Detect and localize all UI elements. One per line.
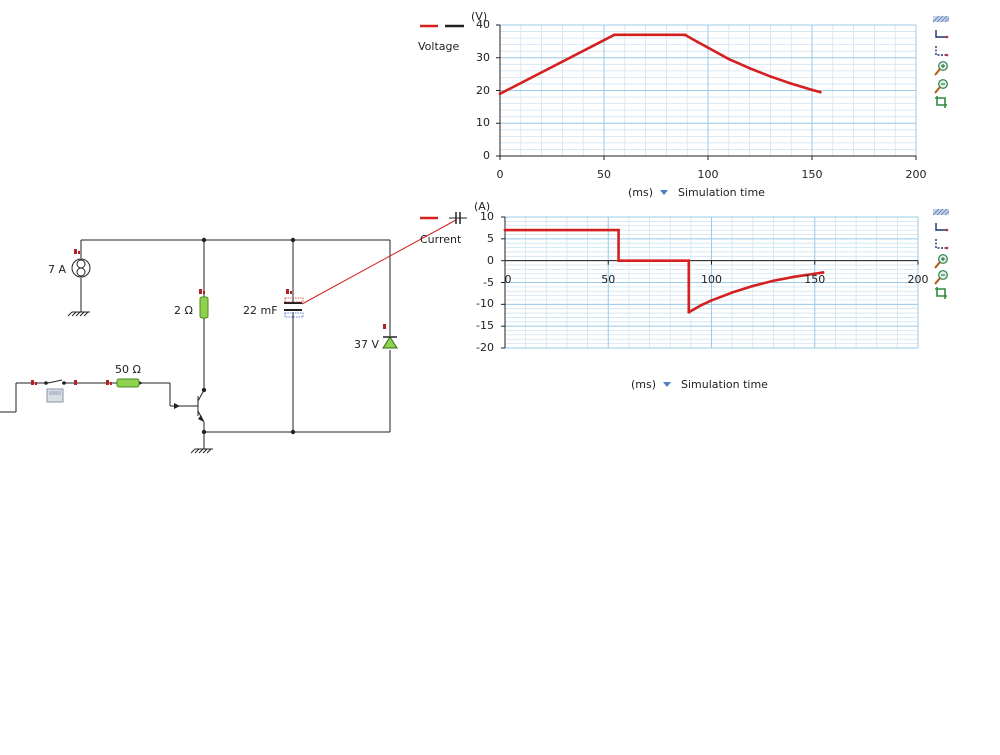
zoom-in-icon[interactable] bbox=[932, 253, 950, 269]
fit-view-icon[interactable] bbox=[932, 94, 950, 110]
y-tick-label: 5 bbox=[487, 231, 494, 245]
voltage-x-selector-arrow[interactable] bbox=[660, 190, 668, 195]
y-tick-label: -15 bbox=[476, 319, 494, 333]
x-tick-label: 50 bbox=[597, 168, 611, 181]
hatch-pattern-icon[interactable] bbox=[932, 207, 950, 223]
current-legend[interactable]: Current bbox=[418, 210, 468, 246]
y-tick-label: -5 bbox=[483, 275, 494, 289]
voltage-chart-toolbar bbox=[932, 14, 952, 110]
x-tick-label: 150 bbox=[801, 168, 823, 181]
hatch-pattern-icon[interactable] bbox=[932, 14, 950, 30]
voltage-legend-label: Voltage bbox=[418, 40, 460, 53]
x-tick-label: 0 bbox=[496, 168, 504, 181]
step-plot-icon[interactable] bbox=[932, 221, 950, 237]
zoom-in-icon[interactable] bbox=[932, 60, 950, 76]
y-tick-label: 0 bbox=[487, 253, 494, 267]
y-tick-label: 30 bbox=[476, 50, 490, 64]
step-plot-dashed-icon[interactable] bbox=[932, 237, 950, 253]
voltage-x-unit: (ms) bbox=[628, 186, 654, 199]
y-tick-label: 0 bbox=[483, 149, 490, 162]
x-tick-label: 200 bbox=[905, 168, 927, 181]
step-plot-icon[interactable] bbox=[932, 28, 950, 44]
current-y-unit: (A) bbox=[474, 200, 491, 213]
x-tick-label: 50 bbox=[601, 273, 616, 286]
y-tick-label: 10 bbox=[480, 210, 494, 223]
y-tick-label: -20 bbox=[476, 341, 494, 354]
x-tick-label: 200 bbox=[907, 273, 929, 286]
voltage-x-selector[interactable]: Simulation time bbox=[678, 186, 765, 199]
current-source-label: 7 A bbox=[48, 263, 67, 276]
capacitor-label: 22 mF bbox=[243, 304, 278, 317]
y-tick-label: 40 bbox=[476, 18, 490, 31]
zoom-out-icon[interactable] bbox=[932, 269, 950, 285]
x-tick-label: 100 bbox=[701, 273, 722, 286]
y-tick-label: 10 bbox=[476, 116, 490, 130]
resistor-2ohm-label: 2 Ω bbox=[174, 304, 193, 317]
zoom-out-icon[interactable] bbox=[932, 78, 950, 94]
current-chart-toolbar bbox=[932, 207, 952, 303]
resistor-50ohm-label: 50 Ω bbox=[115, 363, 141, 376]
current-x-selector[interactable]: Simulation time bbox=[681, 378, 768, 391]
step-plot-dashed-icon[interactable] bbox=[932, 44, 950, 60]
x-tick-label: 0 bbox=[504, 273, 512, 286]
y-tick-label: 20 bbox=[476, 83, 490, 97]
zener-label: 37 V bbox=[354, 338, 380, 351]
current-x-unit: (ms) bbox=[631, 378, 657, 391]
y-tick-label: -10 bbox=[476, 297, 494, 311]
fit-view-icon[interactable] bbox=[932, 285, 950, 301]
x-tick-label: 150 bbox=[804, 273, 826, 286]
voltage-y-unit: (V) bbox=[471, 10, 488, 23]
current-legend-label: Current bbox=[420, 233, 462, 246]
current-x-selector-arrow[interactable] bbox=[663, 382, 671, 387]
x-tick-label: 100 bbox=[697, 168, 719, 181]
voltage-legend[interactable]: Voltage bbox=[418, 18, 468, 53]
